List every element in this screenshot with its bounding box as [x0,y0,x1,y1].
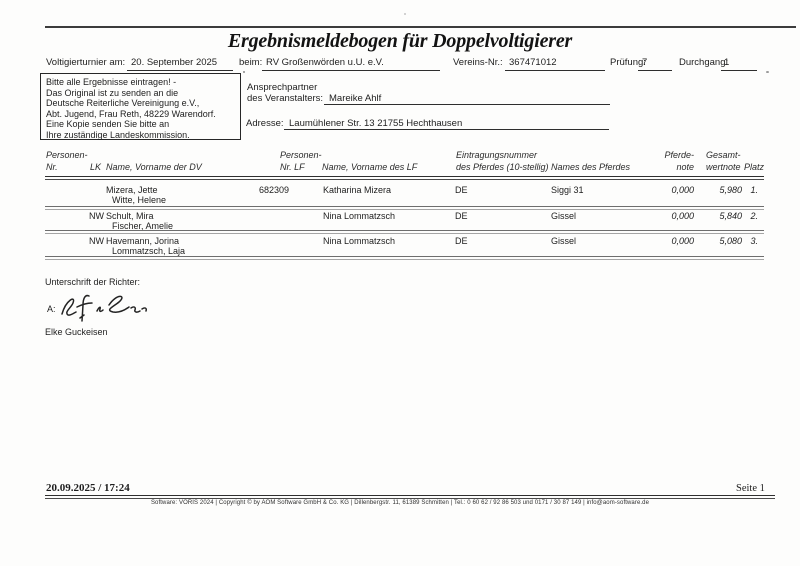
notice-line: Das Original ist zu senden an die [46,87,179,98]
footer-page-number: Seite 1 [736,483,765,494]
table-bottom-rule [45,256,764,260]
pferd-name: Siggi 31 [551,185,584,195]
col-header-eintragungsnummer: Eintragungsnummer [456,150,538,160]
notice-box: Bitte alle Ergebnisse eintragen! - Das O… [40,73,241,140]
lk-value: NW [89,236,104,246]
judge-a-name: Elke Guckeisen [45,327,108,337]
col-header-lk: LK [90,162,102,172]
vereinsnr-value: 367471012 [509,57,557,68]
platz: 2. [750,211,758,221]
durchgang-underline [721,70,757,71]
page-title: Ergebnismeldebogen für Doppelvoltigierer [227,30,573,52]
eintragungsnummer: DE [455,236,468,246]
vereinsnr-underline [505,70,605,71]
col-header-gesamtwertnote: Gesamt- [706,150,741,160]
adresse-value: Laumühlener Str. 13 21755 Hechthausen [289,118,463,129]
footer-rule [45,495,775,499]
adresse-label: Adresse: [246,118,284,129]
top-rule [45,26,796,28]
ansprechpartner-label-line2: des Veranstalters: [247,93,324,104]
table-header-rule [45,176,764,180]
lf-name: Nina Lommatzsch [323,211,396,221]
lk-value: NW [89,211,104,221]
table-row-rule [45,230,764,234]
col-header-eintragungsnummer: des Pferdes (10-stellig) [456,162,549,172]
col-header-personen-nr: Personen- [46,150,88,160]
pferdenote: 0,000 [671,185,694,195]
footer-software-info: Software: VORIS 2024 | Copyright © by AO… [150,500,650,506]
table-row-rule [45,206,764,210]
col-header-personen-nr-lf: Nr. LF [280,162,305,172]
dv-name: Mizera, Jette [106,185,158,195]
col-header-personen-nr-lf: Personen- [280,150,322,160]
footer-datetime: 20.09.2025 / 17:24 [46,482,130,494]
turnier-date-value: 20. September 2025 [131,57,218,68]
pferd-name: Gissel [551,211,577,221]
notice-line: Deutsche Reiterliche Vereinigung e.V., [46,98,200,109]
personen-nr-lf: 682309 [259,185,290,195]
gesamtwertnote: 5,080 [719,236,742,246]
eintragungsnummer: DE [455,211,468,221]
dv-name: Lommatzsch, Laja [112,246,186,256]
pferdenote: 0,000 [671,211,694,221]
pruefung-value: 7 [642,57,648,68]
pferdenote: 0,000 [671,236,694,246]
beim-value: RV Großenwörden u.U. e.V. [266,57,384,68]
vereinsnr-label: Vereins-Nr.: [453,57,503,68]
notice-line: Ihre zuständige Landeskommission. [46,129,190,140]
durchgang-value: 1 [724,57,730,68]
dv-name: Witte, Helene [112,195,167,205]
ansprechpartner-underline [324,104,610,105]
scan-artifact [243,71,245,73]
lf-name: Katharina Mizera [323,185,392,195]
dv-name: Havemann, Jorina [106,236,180,246]
col-header-platz: Platz [744,162,765,172]
pferd-name: Gissel [551,236,577,246]
durchgang-label: Durchgang: [679,57,729,68]
ansprechpartner-label-line1: Ansprechpartner [247,82,318,93]
gesamtwertnote: 5,980 [719,185,742,195]
notice-line: Bitte alle Ergebnisse eintragen! - [46,77,177,87]
pruefung-underline [638,70,672,71]
beim-underline [262,70,440,71]
col-header-pferdenote: Pferde- [664,150,694,160]
adresse-underline [284,129,609,130]
lf-name: Nina Lommatzsch [323,236,396,246]
gesamtwertnote: 5,840 [719,211,742,221]
ansprechpartner-value: Mareike Ahlf [329,93,382,104]
col-header-name-dv: Name, Vorname der DV [106,162,202,172]
pruefung-label: Prüfung: [610,57,646,68]
beim-label: beim: [239,57,263,68]
scan-artifact [766,71,769,73]
platz: 1. [750,185,758,195]
col-header-pferd-name: Names des Pferdes [551,162,631,172]
turnier-date-label: Voltigierturnier am: [46,57,126,68]
signature-heading: Unterschrift der Richter: [45,277,141,287]
judge-a-label: A: [47,304,56,314]
notice-line: Eine Kopie senden Sie bitte an [46,119,170,130]
platz: 3. [750,236,758,246]
col-header-gesamtwertnote: wertnote [706,162,741,172]
dv-name: Fischer, Amelie [112,221,174,231]
turnier-date-underline [127,70,233,71]
col-header-pferdenote: note [676,162,694,172]
notice-line: Abt. Jugend, Frau Reth, 48229 Warendorf. [46,108,216,119]
col-header-personen-nr: Nr. [46,162,58,172]
judge-signature-icon [61,294,147,322]
col-header-name-lf: Name, Vorname des LF [322,162,418,172]
dv-name: Schult, Mira [106,211,154,221]
eintragungsnummer: DE [455,185,468,195]
scan-artifact [404,13,406,15]
